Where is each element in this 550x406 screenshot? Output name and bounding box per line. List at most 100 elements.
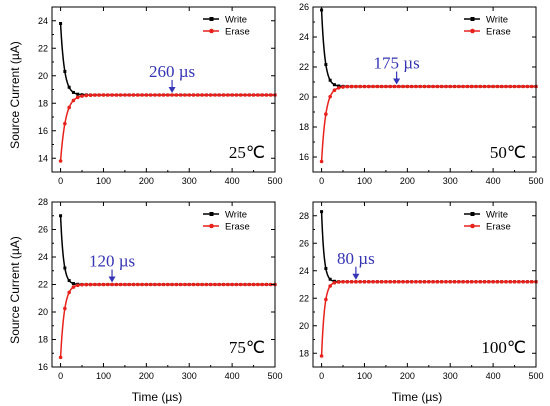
data-point-erase (144, 282, 149, 287)
data-point-erase (71, 98, 76, 103)
data-point-erase (213, 282, 217, 287)
x-tick-label: 400 (486, 371, 501, 381)
data-point-erase (148, 282, 153, 287)
data-point-erase (110, 282, 114, 287)
data-point-erase (170, 282, 174, 287)
data-point-erase (431, 279, 435, 284)
legend-marker-write (209, 17, 214, 21)
data-point-erase (418, 84, 423, 89)
data-point-erase (517, 84, 521, 89)
x-tick-label: 500 (267, 176, 282, 186)
x-tick-label: 300 (443, 176, 458, 186)
data-point-erase (448, 279, 453, 284)
data-point-erase (345, 84, 350, 89)
data-point-erase (131, 282, 136, 287)
legend-marker-erase (209, 28, 214, 34)
data-point-erase (444, 84, 448, 89)
annotation-arrowhead (108, 276, 116, 283)
data-point-erase (324, 297, 328, 302)
data-point-write (324, 267, 328, 271)
data-point-erase (114, 282, 119, 287)
y-tick-label: 18 (299, 122, 309, 132)
data-point-erase (75, 95, 80, 100)
data-point-erase (105, 93, 110, 97)
data-point-erase (140, 282, 144, 287)
x-tick-label: 100 (357, 176, 372, 186)
data-point-write (59, 22, 63, 25)
data-point-erase (362, 279, 367, 284)
data-point-erase (118, 93, 123, 97)
data-point-erase (208, 93, 213, 97)
data-point-erase (469, 279, 474, 284)
y-tick-label: 24 (38, 16, 48, 26)
data-point-erase (341, 280, 345, 284)
data-point-erase (268, 93, 273, 97)
data-point-erase (409, 84, 414, 89)
data-point-erase (508, 84, 513, 89)
data-point-erase (123, 282, 127, 287)
y-tick-label: 26 (38, 225, 48, 235)
data-point-erase (422, 279, 427, 284)
data-point-erase (260, 282, 264, 287)
data-point-erase (487, 84, 491, 89)
x-tick-label: 100 (357, 371, 372, 381)
data-point-erase (238, 93, 243, 97)
data-point-erase (256, 93, 260, 97)
y-tick-label: 20 (299, 92, 309, 102)
x-tick-label: 200 (400, 176, 415, 186)
data-point-erase (140, 93, 144, 97)
data-point-erase (93, 93, 97, 97)
y-tick-label: 28 (38, 197, 48, 207)
data-point-erase (319, 354, 324, 358)
data-point-erase (165, 93, 170, 97)
x-tick-label: 0 (58, 176, 63, 186)
data-point-erase (448, 84, 453, 89)
data-point-erase (384, 279, 388, 284)
legend-label-erase: Erase (225, 26, 250, 37)
data-point-erase (256, 282, 260, 287)
legend-marker-erase (470, 28, 475, 34)
data-point-erase (234, 93, 239, 97)
data-point-erase (491, 279, 495, 284)
data-point-erase (97, 93, 101, 97)
data-point-erase (332, 280, 337, 285)
data-point-erase (260, 93, 264, 97)
x-tick-label: 400 (486, 176, 501, 186)
data-point-erase (457, 84, 461, 89)
data-point-erase (469, 84, 474, 89)
legend-marker-write (209, 212, 214, 216)
legend-label-erase: Erase (486, 221, 511, 232)
y-tick-label: 18 (38, 98, 48, 108)
data-point-erase (525, 279, 530, 284)
data-point-erase (319, 159, 324, 164)
data-point-write (59, 214, 63, 218)
data-point-erase (191, 93, 196, 97)
annotation-label: 80 µs (337, 249, 375, 268)
data-point-erase (187, 282, 192, 287)
legend-marker-erase (209, 223, 214, 229)
data-point-erase (200, 93, 204, 97)
data-point-erase (247, 282, 252, 287)
y-tick-label: 20 (38, 307, 48, 317)
data-point-erase (123, 93, 127, 97)
data-point-erase (183, 93, 187, 97)
data-point-erase (332, 88, 337, 93)
data-point-write (67, 85, 71, 89)
plot-frame (312, 6, 537, 173)
data-point-erase (226, 93, 230, 97)
data-point-erase (384, 84, 388, 89)
y-tick-label: 22 (299, 293, 309, 303)
x-tick-label: 100 (96, 371, 111, 381)
data-point-write (63, 69, 67, 73)
data-point-erase (178, 93, 183, 97)
data-point-erase (135, 282, 140, 287)
data-point-erase (153, 93, 157, 97)
data-point-erase (452, 84, 457, 89)
data-point-erase (144, 93, 149, 97)
data-point-erase (208, 282, 213, 287)
data-point-erase (58, 355, 63, 360)
data-point-erase (191, 282, 196, 287)
data-point-erase (396, 84, 401, 89)
